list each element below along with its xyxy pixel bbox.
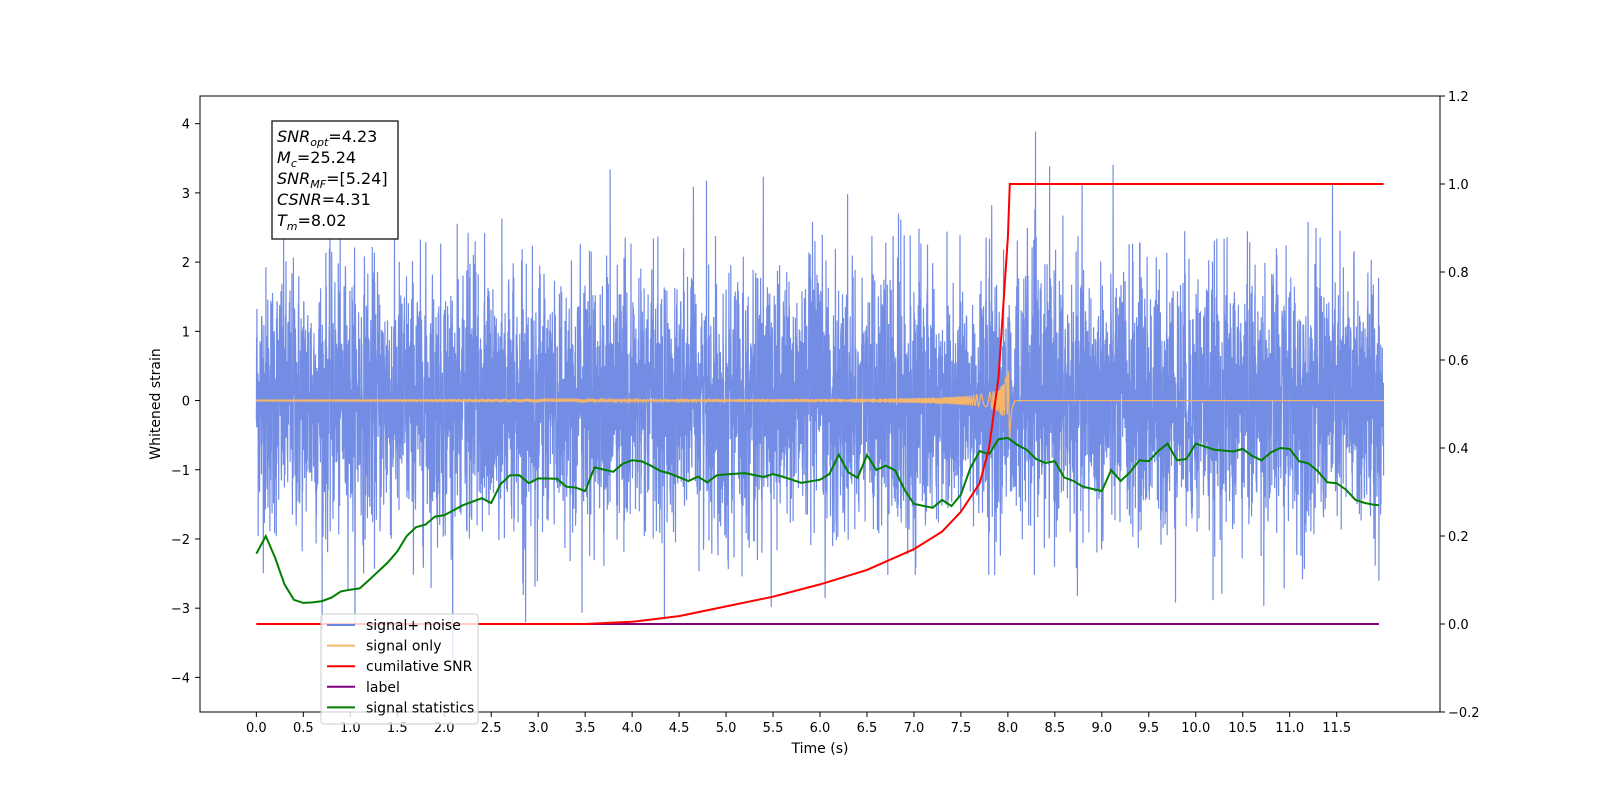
x-tick-label: 3.5 xyxy=(575,721,596,736)
x-tick-label: 8.0 xyxy=(998,721,1019,736)
y2-tick-label: 0.8 xyxy=(1448,266,1469,281)
x-tick-label: 4.0 xyxy=(622,721,643,736)
x-tick-label: 0.0 xyxy=(246,721,267,736)
annotation-line: Mc=25.24 xyxy=(277,148,356,170)
x-tick-label: 11.0 xyxy=(1275,721,1304,736)
x-tick-label: 2.0 xyxy=(434,721,455,736)
y2-tick-label: 0.0 xyxy=(1448,618,1469,633)
annotation-value: =25.24 xyxy=(297,148,356,167)
annotation-subscript: c xyxy=(291,157,297,170)
annotation-value: =[5.24] xyxy=(326,169,388,188)
x-tick-label: 8.5 xyxy=(1045,721,1066,736)
annotation-symbol: T xyxy=(277,211,288,230)
legend-frame xyxy=(320,613,479,725)
y-tick-label: −4 xyxy=(171,671,190,686)
y2-tick-label: 1.2 xyxy=(1448,90,1469,105)
x-tick-label: 0.5 xyxy=(293,721,314,736)
y-tick-label: 1 xyxy=(182,325,190,340)
y-tick-label: 0 xyxy=(182,395,190,410)
x-tick-label: 6.5 xyxy=(857,721,878,736)
x-tick-label: 9.0 xyxy=(1091,721,1112,736)
series-signal-noise xyxy=(255,131,1385,662)
annotation-symbol: SNR xyxy=(277,169,310,188)
annotation-line: SNRMF=[5.24] xyxy=(277,169,388,191)
annotation-symbol: SNR xyxy=(277,127,310,146)
x-tick-label: 10.0 xyxy=(1181,721,1210,736)
x-axis-label: Time (s) xyxy=(791,741,849,757)
y2-tick-label: 0.2 xyxy=(1448,530,1469,545)
x-tick-label: 1.5 xyxy=(387,721,408,736)
y2-tick-label: 1.0 xyxy=(1448,178,1469,193)
y-tick-label: 4 xyxy=(182,118,190,133)
y-tick-label: 3 xyxy=(182,187,190,202)
x-tick-label: 3.0 xyxy=(528,721,549,736)
annotation-subscript: m xyxy=(287,220,298,233)
x-tick-label: 11.5 xyxy=(1322,721,1351,736)
annotation-line: SNRopt=4.23 xyxy=(277,127,377,149)
annotation-line: CSNR=4.31 xyxy=(277,190,371,209)
annotation-value: =4.23 xyxy=(328,127,377,146)
annotation-subscript: MF xyxy=(310,178,326,191)
legend: signal+ noise signal only cumilative SNR la… xyxy=(320,613,479,725)
legend-entry: label xyxy=(366,680,400,696)
y-axis-label: Whitened strain xyxy=(148,348,164,459)
y-tick-label: 2 xyxy=(182,256,190,271)
annotation-line: Tm=8.02 xyxy=(277,211,347,233)
x-axis: 0.0 0.5 1.0 1.5 2.0 2.5 3.0 3.5 4.0 4.5 5.0 5.5 6.0 6… xyxy=(246,712,1351,736)
x-tick-label: 7.0 xyxy=(904,721,925,736)
annotation-value: =8.02 xyxy=(298,211,347,230)
series-cumulative-snr xyxy=(256,183,1384,625)
annotation-box: SNRopt=4.23Mc=25.24SNRMF=[5.24]CSNR=4.31… xyxy=(271,120,399,240)
x-tick-label: 9.5 xyxy=(1138,721,1159,736)
annotation-subscript: opt xyxy=(310,136,329,149)
y-axis-left: 4 3 2 1 0 −1 −2 −3 −4 xyxy=(171,118,200,686)
x-tick-label: 5.5 xyxy=(763,721,784,736)
x-tick-label: 7.5 xyxy=(951,721,972,736)
y2-tick-label: 0.6 xyxy=(1448,354,1469,369)
legend-entry: signal only xyxy=(366,639,441,655)
annotation-symbol: CSNR xyxy=(277,190,322,209)
x-tick-label: 2.5 xyxy=(481,721,502,736)
legend-entry: signal+ noise xyxy=(366,618,461,634)
x-tick-label: 1.0 xyxy=(340,721,361,736)
x-tick-label: 5.0 xyxy=(716,721,737,736)
plot-area xyxy=(255,131,1385,662)
annotation-frame xyxy=(271,120,399,240)
series-signal-statistics xyxy=(255,436,1379,604)
annotation-symbol: M xyxy=(277,148,291,167)
legend-entry: cumilative SNR xyxy=(366,659,473,675)
legend-entry: signal statistics xyxy=(366,700,474,716)
y2-tick-label: −0.2 xyxy=(1448,706,1480,721)
y-tick-label: −3 xyxy=(171,602,190,617)
y-tick-label: −2 xyxy=(171,533,190,548)
series-signal-only xyxy=(255,370,1384,441)
annotation-value: =4.31 xyxy=(322,190,371,209)
y-tick-label: −1 xyxy=(171,464,190,479)
x-tick-label: 4.5 xyxy=(669,721,690,736)
y2-tick-label: 0.4 xyxy=(1448,442,1469,457)
x-tick-label: 10.5 xyxy=(1228,721,1257,736)
x-tick-label: 6.0 xyxy=(810,721,831,736)
y-axis-right: 1.2 1.0 0.8 0.6 0.4 0.2 0.0 −0.2 xyxy=(1440,90,1480,721)
